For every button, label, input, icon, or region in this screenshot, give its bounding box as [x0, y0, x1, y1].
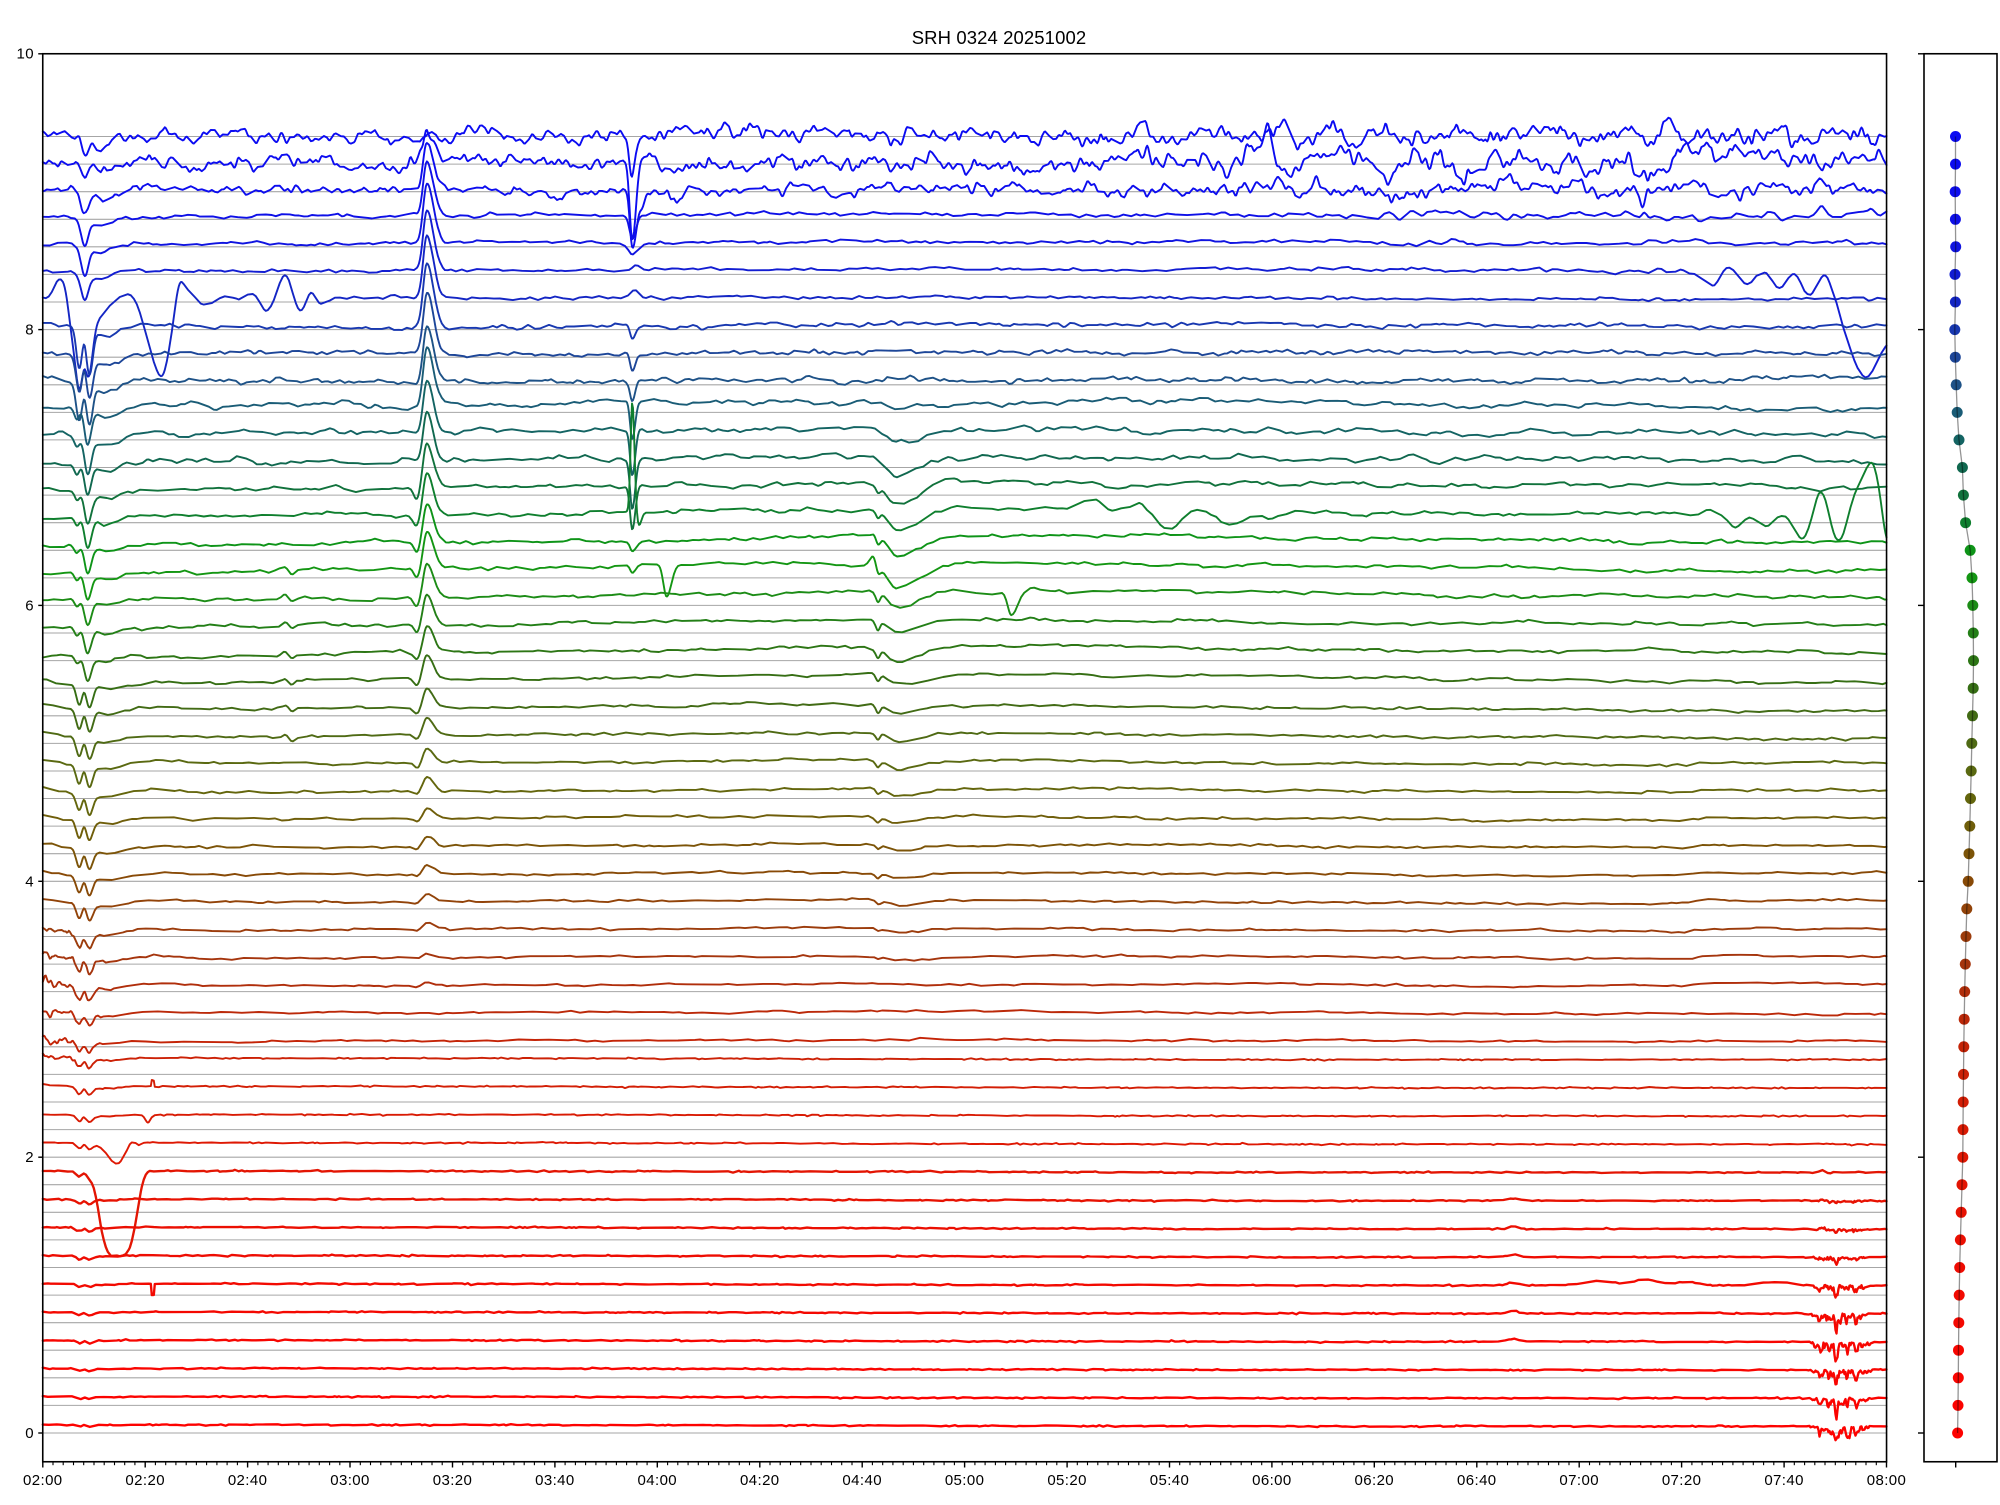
svg-text:03:00: 03:00 — [330, 1472, 370, 1489]
svg-text:8: 8 — [25, 322, 34, 339]
svg-text:02:00: 02:00 — [23, 1472, 63, 1489]
svg-text:2: 2 — [25, 1149, 34, 1166]
svg-text:04:20: 04:20 — [740, 1472, 780, 1489]
svg-text:05:20: 05:20 — [1047, 1472, 1087, 1489]
svg-text:08:00: 08:00 — [1867, 1472, 1907, 1489]
svg-text:02:40: 02:40 — [228, 1472, 268, 1489]
svg-text:06:40: 06:40 — [1457, 1472, 1497, 1489]
svg-text:03:40: 03:40 — [535, 1472, 575, 1489]
svg-text:06:20: 06:20 — [1355, 1472, 1395, 1489]
svg-text:05:00: 05:00 — [945, 1472, 985, 1489]
svg-text:03:20: 03:20 — [433, 1472, 473, 1489]
svg-text:04:00: 04:00 — [638, 1472, 678, 1489]
svg-text:07:00: 07:00 — [1559, 1472, 1599, 1489]
svg-text:05:40: 05:40 — [1150, 1472, 1190, 1489]
svg-text:07:40: 07:40 — [1764, 1472, 1804, 1489]
svg-text:04:40: 04:40 — [842, 1472, 882, 1489]
svg-text:07:20: 07:20 — [1662, 1472, 1702, 1489]
svg-text:SRH 0324 20251002: SRH 0324 20251002 — [912, 27, 1087, 48]
svg-text:02:20: 02:20 — [125, 1472, 165, 1489]
svg-text:10: 10 — [17, 46, 35, 63]
svg-text:06:00: 06:00 — [1252, 1472, 1292, 1489]
svg-text:0: 0 — [25, 1425, 34, 1442]
svg-text:6: 6 — [25, 597, 34, 614]
svg-text:4: 4 — [25, 873, 34, 890]
